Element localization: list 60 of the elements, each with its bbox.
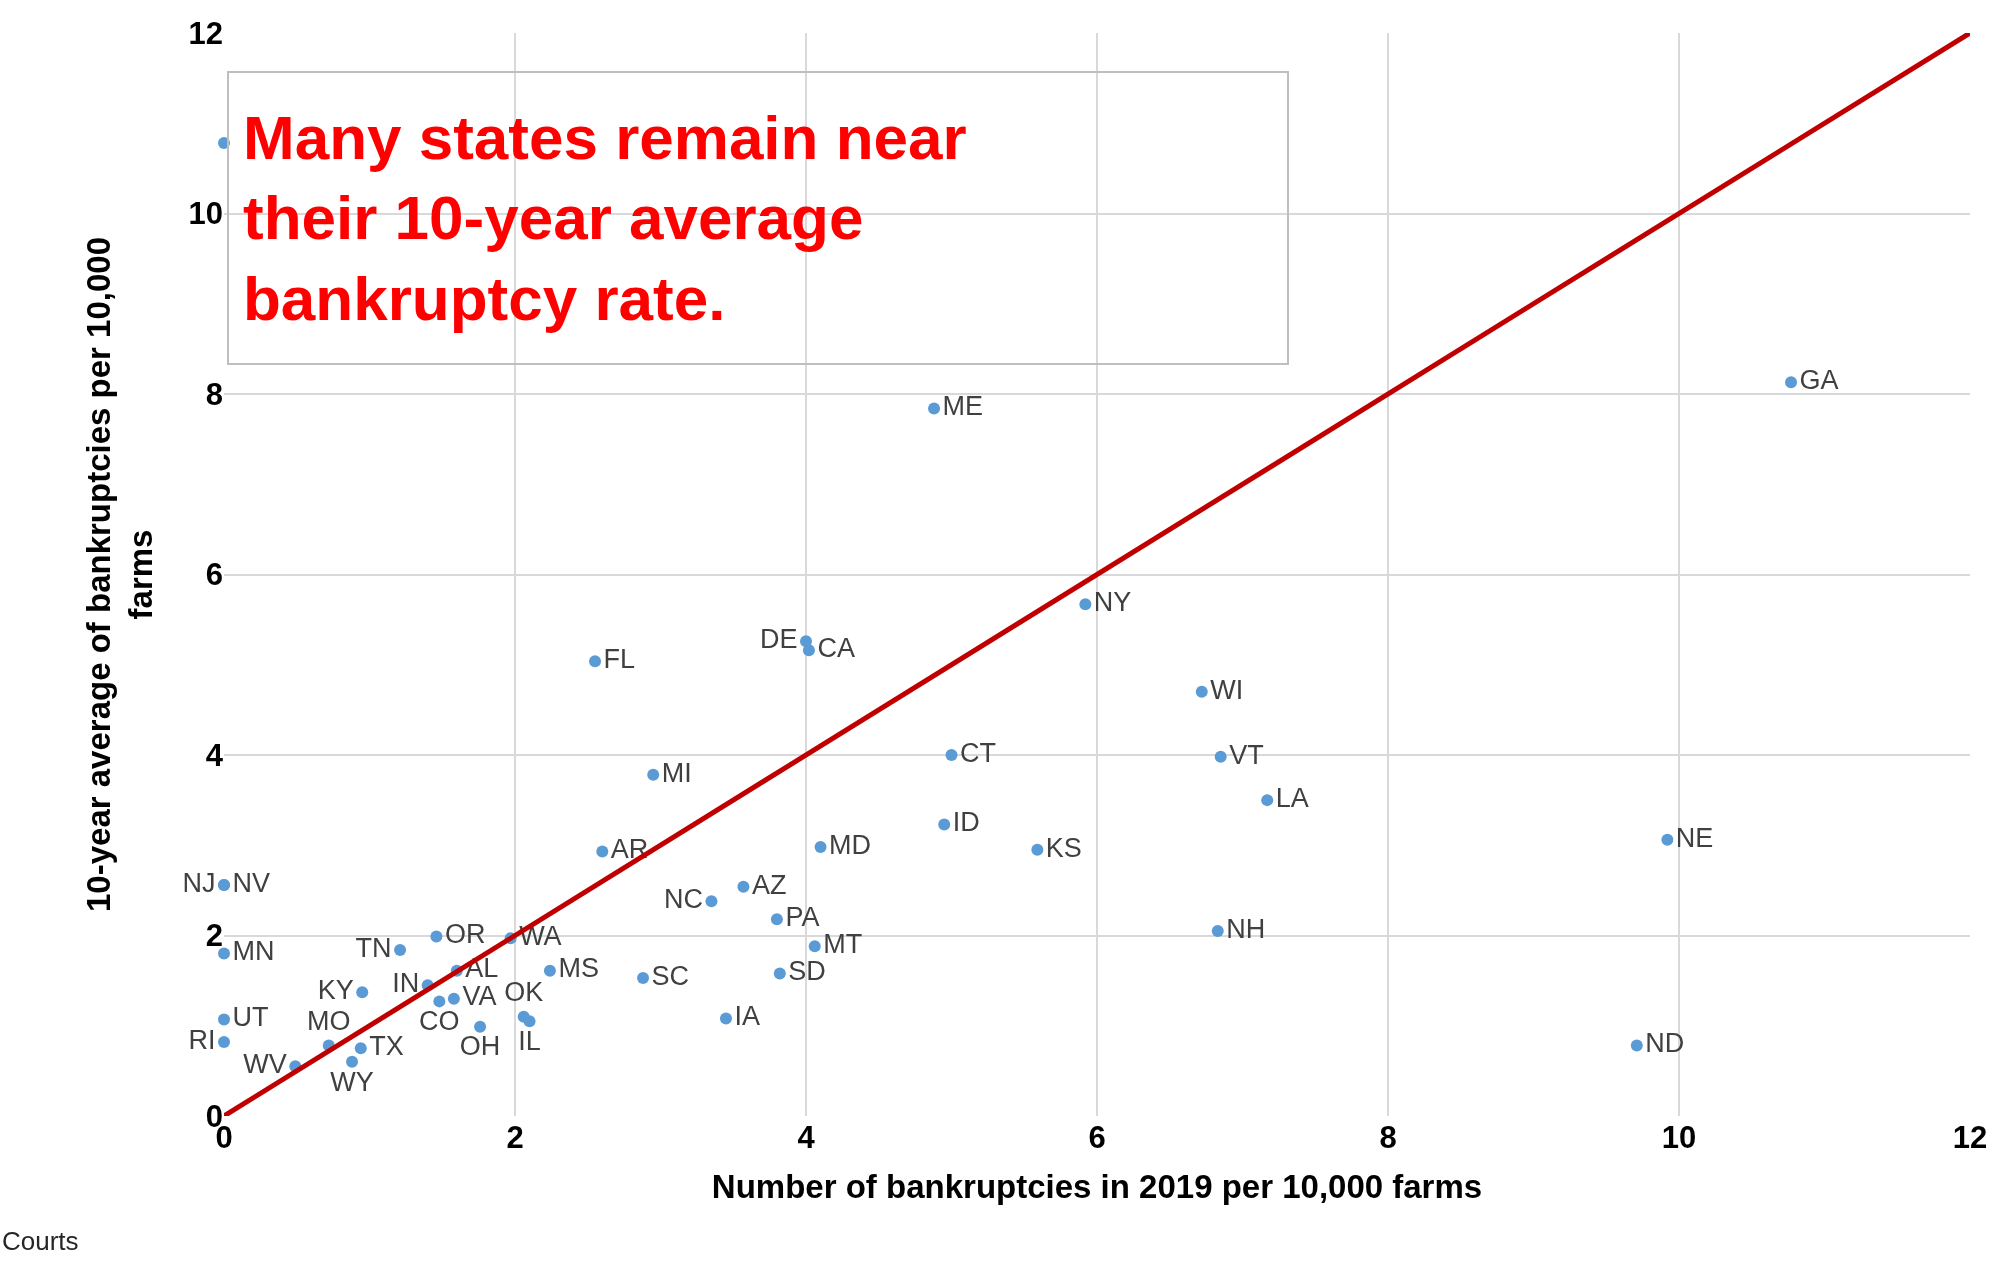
data-label: PA <box>785 902 820 933</box>
data-label: VT <box>1229 739 1264 770</box>
x-tick-label: 8 <box>1379 1120 1397 1155</box>
y-tick-label: 10 <box>188 196 223 232</box>
data-label: IN <box>392 967 420 998</box>
data-label: FL <box>603 643 636 674</box>
data-label: TX <box>369 1031 404 1062</box>
y-tick-label: 2 <box>205 918 223 954</box>
data-label: ND <box>1645 1028 1685 1059</box>
data-label: GA <box>1799 365 1839 396</box>
x-tick-label: 10 <box>1661 1120 1697 1155</box>
data-label: LA <box>1275 782 1309 813</box>
y-axis-title: 10-year average of bankruptcies per 10,000 farms <box>79 236 160 913</box>
data-label: AR <box>610 834 649 865</box>
data-label: NC <box>663 883 703 914</box>
y-tick-label: 4 <box>205 737 224 773</box>
x-tick-label: 6 <box>1088 1120 1106 1155</box>
data-label: MN <box>232 936 275 967</box>
data-label: NY <box>1093 587 1132 618</box>
data-label: MD <box>829 829 872 860</box>
data-label: MO <box>307 1006 351 1037</box>
y-tick-label: 6 <box>205 557 223 593</box>
data-label: CT <box>960 737 996 768</box>
data-label: DE <box>759 624 798 655</box>
data-label: IA <box>734 1001 760 1032</box>
data-label: MI <box>661 757 692 788</box>
data-label: SD <box>788 956 826 987</box>
data-label: NE <box>1675 822 1714 853</box>
annotation: Many states remain near their 10-year average bankruptcy rate. <box>243 102 967 334</box>
y-tick-label: 12 <box>188 15 223 51</box>
data-label: AZ <box>751 869 787 900</box>
data-label: MS <box>558 953 599 984</box>
data-label: OK <box>504 977 544 1008</box>
x-tick-label: 12 <box>1952 1120 1988 1155</box>
data-label: NV <box>232 867 271 898</box>
data-label: ME <box>942 391 984 422</box>
data-label: RI <box>188 1024 216 1055</box>
data-label: NJ <box>182 867 216 898</box>
data-label: UT <box>232 1002 269 1033</box>
data-label: VA <box>462 981 497 1012</box>
data-label: NH <box>1226 913 1266 944</box>
y-tick-label: 8 <box>205 376 223 412</box>
x-tick-label: 4 <box>797 1120 816 1155</box>
data-label: KS <box>1045 832 1082 863</box>
data-label: CA <box>817 633 855 664</box>
data-label: OH <box>459 1031 501 1062</box>
data-label: IL <box>518 1025 541 1056</box>
x-axis-title: Number of bankruptcies in 2019 per 10,000 farms <box>711 1167 1483 1205</box>
text: Courts <box>2 1226 79 1256</box>
data-label: SC <box>651 960 690 991</box>
data-label: CO <box>419 1006 460 1037</box>
data-label: WY <box>330 1066 374 1097</box>
data-label: TN <box>355 932 392 963</box>
data-label: KY <box>317 975 354 1006</box>
data-label: MT <box>823 929 863 960</box>
data-label: OR <box>444 919 486 950</box>
data-label: ID <box>952 807 980 838</box>
x-tick-label: 2 <box>506 1120 524 1155</box>
data-label: WI <box>1210 674 1244 705</box>
data-label: WV <box>243 1049 287 1080</box>
